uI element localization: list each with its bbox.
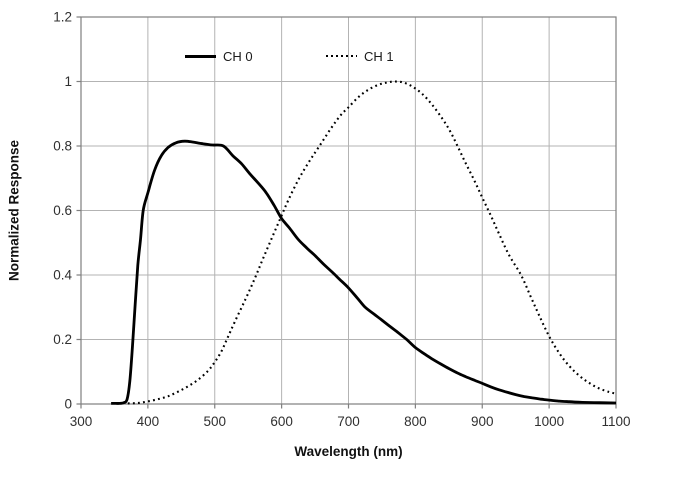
legend-label-ch0: CH 0 xyxy=(223,48,253,64)
y-tick-label: 0.6 xyxy=(53,203,72,218)
y-tick-label: 1 xyxy=(64,74,72,89)
x-tick-label: 300 xyxy=(70,414,93,429)
y-tick-label: 0.8 xyxy=(53,139,72,154)
legend-item-ch1: CH 1 xyxy=(326,48,394,64)
curve-ch1 xyxy=(127,80,617,405)
x-tick-label: 700 xyxy=(337,414,360,429)
x-tick-label: 900 xyxy=(471,414,494,429)
y-tick-label: 0.2 xyxy=(53,332,72,347)
x-axis-title: Wavelength (nm) xyxy=(294,444,403,459)
y-axis-title: Normalized Response xyxy=(6,139,22,282)
x-tick-label: 500 xyxy=(203,414,226,429)
legend-label-ch1: CH 1 xyxy=(364,48,394,64)
y-tick-label: 0.4 xyxy=(53,268,72,283)
x-tick-label: 800 xyxy=(404,414,427,429)
x-tick-label: 400 xyxy=(137,414,160,429)
x-tick-label: 1100 xyxy=(601,414,630,429)
legend-item-ch0: CH 0 xyxy=(185,48,253,64)
x-tick-label: 1000 xyxy=(534,414,564,429)
ch1-dotted-line-sample xyxy=(326,54,357,58)
curve-ch0 xyxy=(111,139,617,405)
y-tick-label: 0 xyxy=(64,397,72,412)
y-tick-label: 1.2 xyxy=(53,10,72,25)
ch0-solid-line-sample xyxy=(185,54,216,58)
x-tick-label: 600 xyxy=(270,414,293,429)
